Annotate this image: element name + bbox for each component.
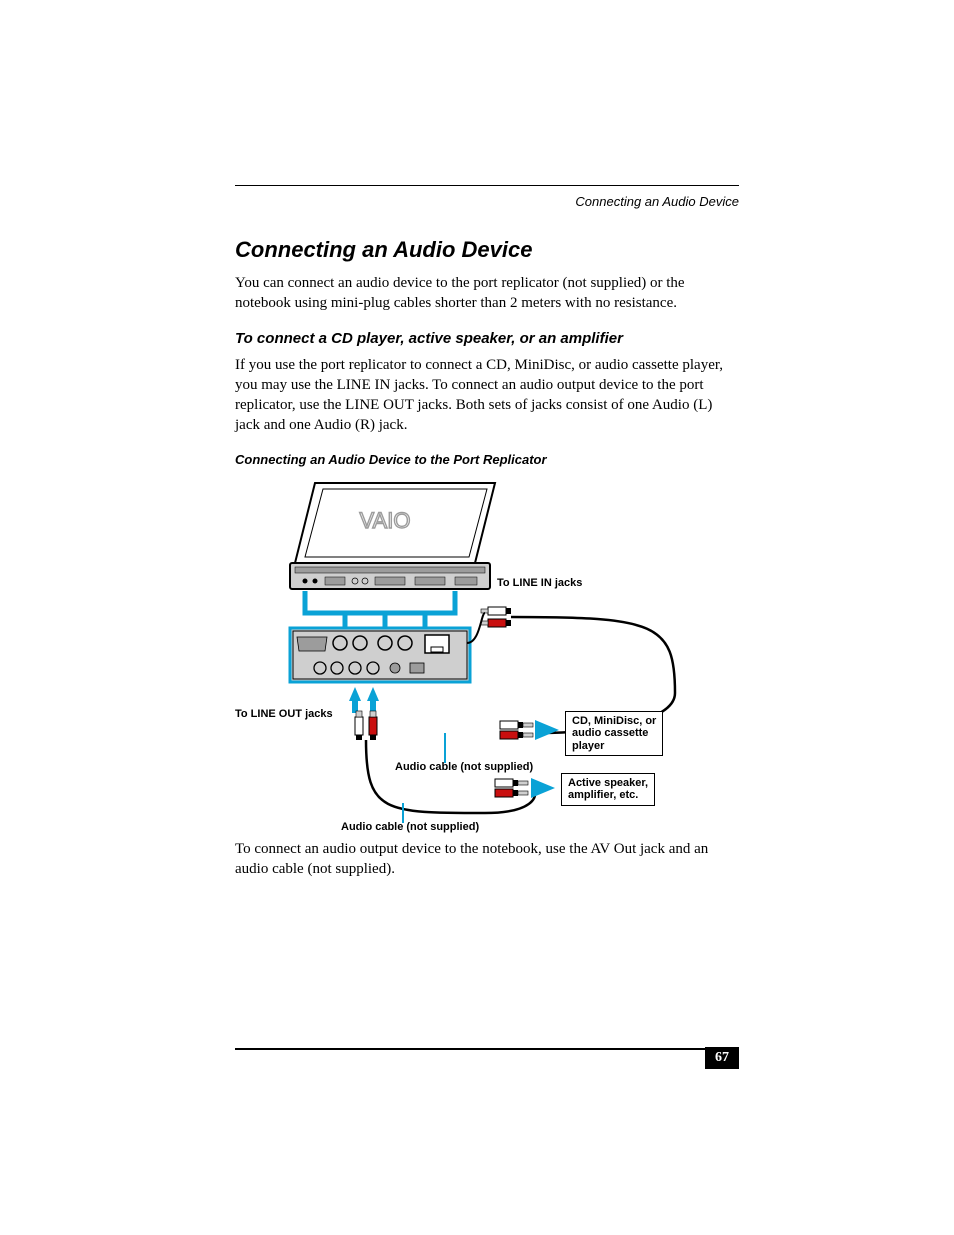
vaio-logo: VAIO (360, 508, 411, 533)
diagram-svg: VAIO (235, 473, 735, 833)
highlight-bridge (305, 591, 455, 628)
lineout-arrows (349, 687, 379, 713)
label-line-out: To LINE OUT jacks (235, 708, 333, 721)
running-head: Connecting an Audio Device (235, 194, 739, 209)
document-page: Connecting an Audio Device Connecting an… (0, 0, 954, 1235)
footer-rule (235, 1048, 739, 1050)
paragraph-2: If you use the port replicator to connec… (235, 355, 739, 436)
page-number: 67 (705, 1047, 739, 1069)
label-audio-cable-2: Audio cable (not supplied) (341, 821, 479, 834)
connection-diagram: VAIO (235, 473, 735, 833)
label-line-in: To LINE IN jacks (497, 577, 582, 590)
intro-paragraph: You can connect an audio device to the p… (235, 273, 739, 314)
page-title: Connecting an Audio Device (235, 237, 739, 263)
box-cd-player: CD, MiniDisc, or audio cassette player (565, 711, 663, 757)
paragraph-3: To connect an audio output device to the… (235, 839, 739, 880)
box-amplifier: Active speaker, amplifier, etc. (561, 773, 655, 806)
header-rule (235, 185, 739, 186)
figure-caption: Connecting an Audio Device to the Port R… (235, 452, 739, 467)
port-replicator (290, 628, 470, 682)
laptop: VAIO (290, 483, 495, 589)
label-audio-cable-1: Audio cable (not supplied) (395, 761, 533, 774)
page-footer: 67 (235, 1048, 739, 1050)
subheading: To connect a CD player, active speaker, … (235, 330, 739, 347)
